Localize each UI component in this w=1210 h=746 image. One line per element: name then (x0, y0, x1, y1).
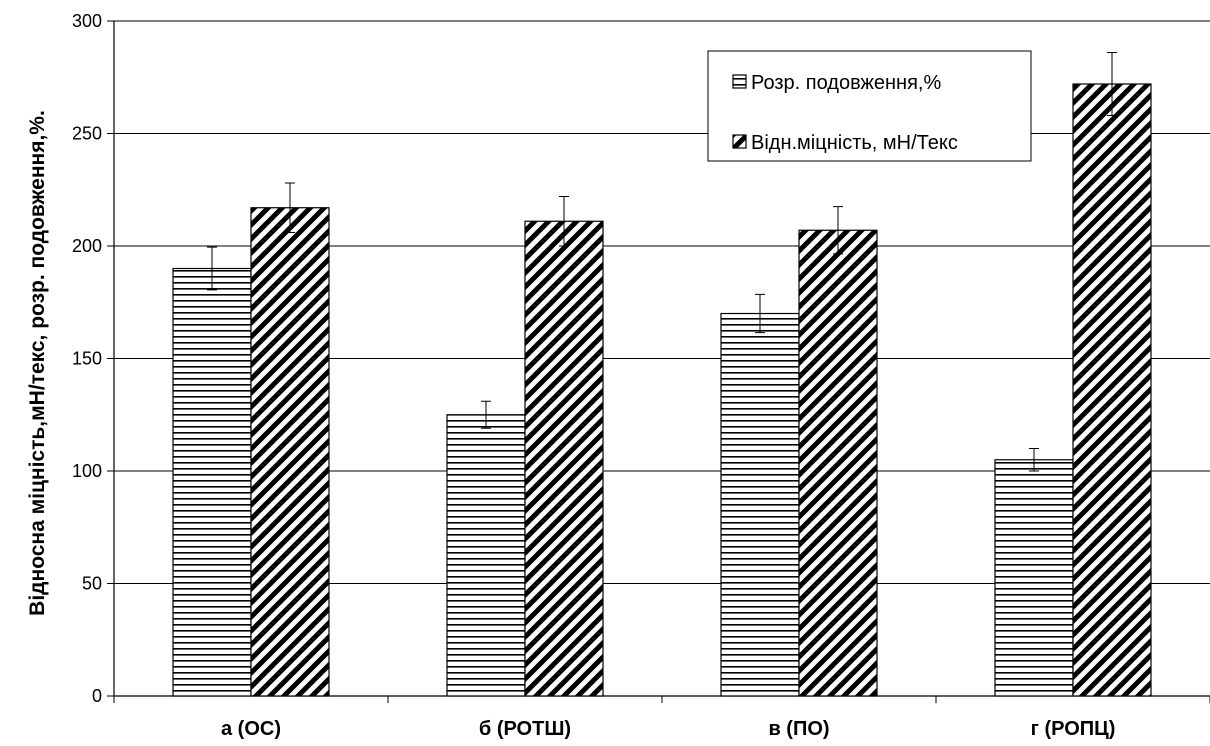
bars (172, 83, 1152, 697)
x-category-label: а (ОС) (221, 718, 281, 740)
y-axis-ticks: 0 50 100 150 200 250 300 (72, 11, 114, 706)
bar-elongation (994, 459, 1074, 697)
error-bars (207, 52, 1117, 472)
bar-elongation (720, 312, 800, 697)
x-category-label: г (РОПЦ) (1031, 718, 1116, 740)
y-tick-label: 150 (72, 349, 102, 369)
bar-strength (798, 229, 878, 697)
bar-strength (1072, 83, 1152, 697)
bar-strength (524, 220, 604, 697)
legend-swatch-elongation (732, 74, 747, 89)
bar-elongation (446, 414, 526, 697)
legend-swatch-strength (732, 134, 747, 149)
y-tick-label: 300 (72, 11, 102, 31)
x-axis-categories: а (ОС) б (РОТШ) в (ПО) г (РОПЦ) (221, 718, 1115, 740)
y-axis-label: Відносна міцність,мН/текс, розр. подовже… (26, 110, 49, 616)
y-tick-label: 100 (72, 461, 102, 481)
legend-label-elongation: Розр. подовження,% (751, 72, 941, 94)
legend-label-strength: Відн.міцність, мН/Текс (751, 132, 958, 154)
y-tick-label: 200 (72, 236, 102, 256)
bar-elongation (172, 267, 252, 697)
x-category-label: в (ПО) (768, 718, 829, 740)
y-tick-label: 50 (82, 574, 102, 594)
legend-box (707, 50, 1032, 162)
y-tick-label: 250 (72, 124, 102, 144)
legend: Розр. подовження,% Відн.міцність, мН/Тек… (707, 50, 1032, 162)
x-category-label: б (РОТШ) (479, 718, 571, 740)
y-tick-label: 0 (92, 686, 102, 706)
bar-strength (250, 207, 330, 697)
